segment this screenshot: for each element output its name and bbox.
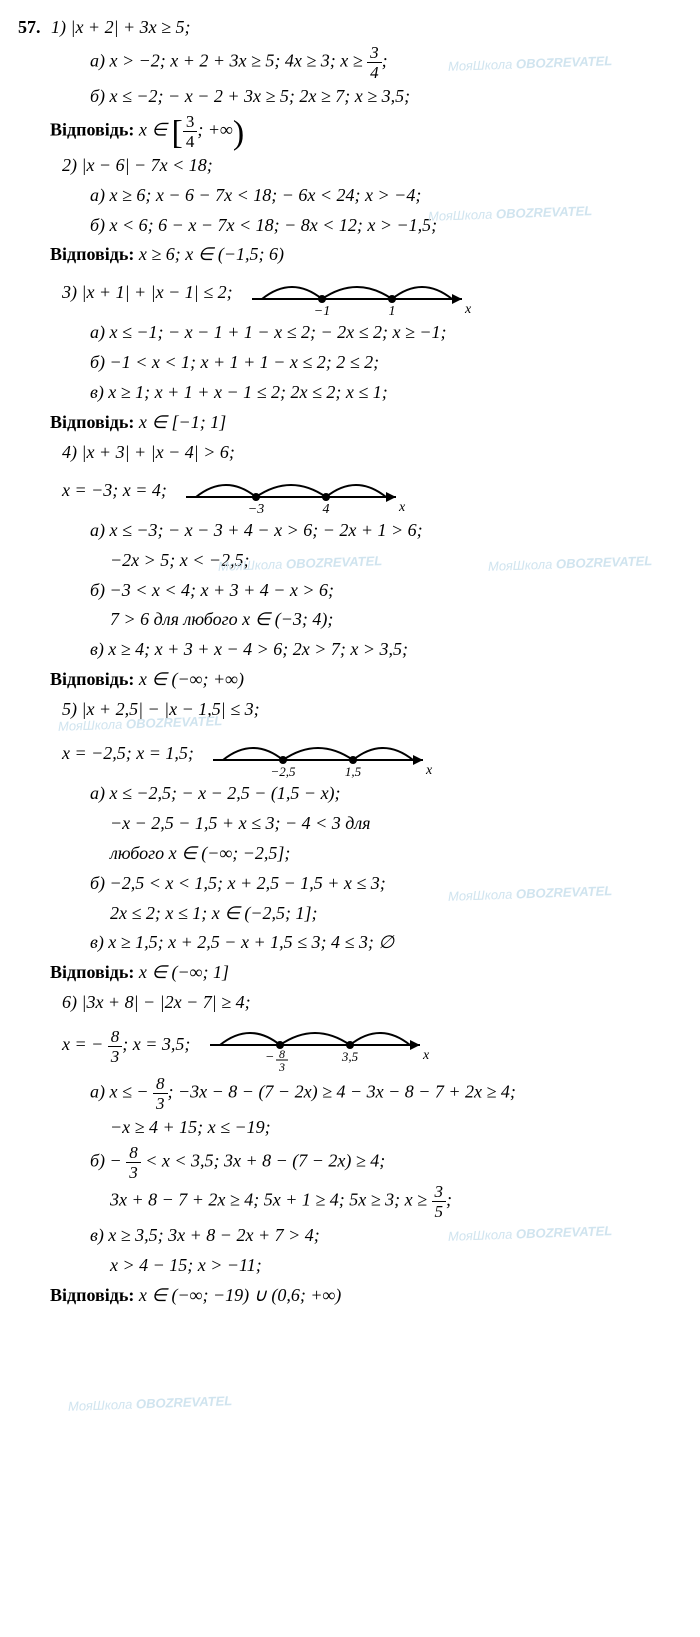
p6-roots-row: x = − 83; x = 3,5; − 8 3 3,5 x (18, 1019, 682, 1073)
p5-b2: 2x ≤ 2; x ≤ 1; x ∈ (−2,5; 1]; (18, 900, 682, 928)
p2-answer: Відповідь: x ≥ 6; x ∈ (−1,5; 6) (18, 241, 682, 269)
p6-a2: −x ≥ 4 + 15; x ≤ −19; (18, 1114, 682, 1142)
svg-text:1: 1 (389, 304, 396, 317)
p5-roots: x = −2,5; x = 1,5; (62, 743, 194, 763)
p5-a3: любого x ∈ (−∞; −2,5]; (18, 840, 682, 868)
number-line-icon: −3 4 x (181, 469, 411, 515)
problem-number: 57. (18, 14, 41, 42)
p3-head: 3) |x + 1| + |x − 1| ≤ 2; (62, 282, 233, 302)
p2-a: а) x ≥ 6; x − 6 − 7x < 18; − 6x < 24; x … (18, 182, 682, 210)
p2-b: б) x < 6; 6 − x − 7x < 18; − 8x < 12; x … (18, 212, 682, 240)
p3-c: в) x ≥ 1; x + 1 + x − 1 ≤ 2; 2x ≤ 2; x ≤… (18, 379, 682, 407)
number-line-icon: − 8 3 3,5 x (205, 1019, 435, 1073)
p6-c1: в) x ≥ 3,5; 3x + 8 − 2x + 7 > 4; (18, 1222, 682, 1250)
number-line-icon: −2,5 1,5 x (208, 732, 438, 778)
svg-text:1,5: 1,5 (345, 764, 362, 778)
p3-head-row: 3) |x + 1| + |x − 1| ≤ 2; −1 1 x (18, 271, 682, 317)
p6-answer: Відповідь: x ∈ (−∞; −19) ∪ (0,6; +∞) (18, 1282, 682, 1310)
p5-b1: б) −2,5 < x < 1,5; x + 2,5 − 1,5 + x ≤ 3… (18, 870, 682, 898)
svg-text:−3: −3 (248, 502, 264, 515)
p4-answer: Відповідь: x ∈ (−∞; +∞) (18, 666, 682, 694)
p4-b2: 7 > 6 для любого x ∈ (−3; 4); (18, 606, 682, 634)
p2-head: 2) |x − 6| − 7x < 18; (18, 152, 682, 180)
p5-a1: а) x ≤ −2,5; − x − 2,5 − (1,5 − x); (18, 780, 682, 808)
watermark: МояШкола OBOZREVATEL (68, 1391, 233, 1417)
p5-head: 5) |x + 2,5| − |x − 1,5| ≤ 3; (18, 696, 682, 724)
p3-answer: Відповідь: x ∈ [−1; 1] (18, 409, 682, 437)
svg-text:−1: −1 (314, 304, 330, 317)
p6-head: 6) |3x + 8| − |2x − 7| ≥ 4; (18, 989, 682, 1017)
svg-text:4: 4 (323, 502, 330, 515)
svg-text:x: x (464, 302, 472, 317)
p4-roots-row: x = −3; x = 4; −3 4 x (18, 469, 682, 515)
p1-b: б) x ≤ −2; − x − 2 + 3x ≥ 5; 2x ≥ 7; x ≥… (18, 83, 682, 111)
p5-a2: −x − 2,5 − 1,5 + x ≤ 3; − 4 < 3 для (18, 810, 682, 838)
p1-head: 1) |x + 2| + 3x ≥ 5; (51, 17, 191, 37)
p4-a2: −2x > 5; x < −2,5; (18, 547, 682, 575)
p1-a: а) x > −2; x + 2 + 3x ≥ 5; 4x ≥ 3; x ≥ 3… (18, 44, 682, 81)
p3-b: б) −1 < x < 1; x + 1 + 1 − x ≤ 2; 2 ≤ 2; (18, 349, 682, 377)
svg-text:3,5: 3,5 (341, 1049, 359, 1064)
p4-b1: б) −3 < x < 4; x + 3 + 4 − x > 6; (18, 577, 682, 605)
p5-c: в) x ≥ 1,5; x + 2,5 − x + 1,5 ≤ 3; 4 ≤ 3… (18, 929, 682, 957)
p5-answer: Відповідь: x ∈ (−∞; 1] (18, 959, 682, 987)
svg-text:x: x (422, 1048, 430, 1063)
svg-text:3: 3 (278, 1060, 285, 1073)
p1-answer: Відповідь: x ∈ [34; +∞) (18, 113, 682, 150)
p4-roots: x = −3; x = 4; (62, 480, 167, 500)
p6-a1: а) x ≤ − 83; −3x − 8 − (7 − 2x) ≥ 4 − 3x… (18, 1075, 682, 1112)
svg-text:−2,5: −2,5 (271, 764, 297, 778)
problem-header: 57. 1) |x + 2| + 3x ≥ 5; (18, 14, 682, 42)
p6-b2: 3x + 8 − 7 + 2x ≥ 4; 5x + 1 ≥ 4; 5x ≥ 3;… (18, 1183, 682, 1220)
p6-c2: x > 4 − 15; x > −11; (18, 1252, 682, 1280)
number-line-icon: −1 1 x (247, 271, 477, 317)
svg-text:x: x (425, 763, 433, 778)
svg-text:−: − (265, 1050, 274, 1065)
svg-text:8: 8 (279, 1047, 285, 1061)
p4-c: в) x ≥ 4; x + 3 + x − 4 > 6; 2x > 7; x >… (18, 636, 682, 664)
p3-a: а) x ≤ −1; − x − 1 + 1 − x ≤ 2; − 2x ≤ 2… (18, 319, 682, 347)
p6-b1: б) − 83 < x < 3,5; 3x + 8 − (7 − 2x) ≥ 4… (18, 1144, 682, 1181)
p5-roots-row: x = −2,5; x = 1,5; −2,5 1,5 x (18, 732, 682, 778)
p4-a1: а) x ≤ −3; − x − 3 + 4 − x > 6; − 2x + 1… (18, 517, 682, 545)
svg-text:x: x (398, 500, 406, 515)
p4-head: 4) |x + 3| + |x − 4| > 6; (18, 439, 682, 467)
